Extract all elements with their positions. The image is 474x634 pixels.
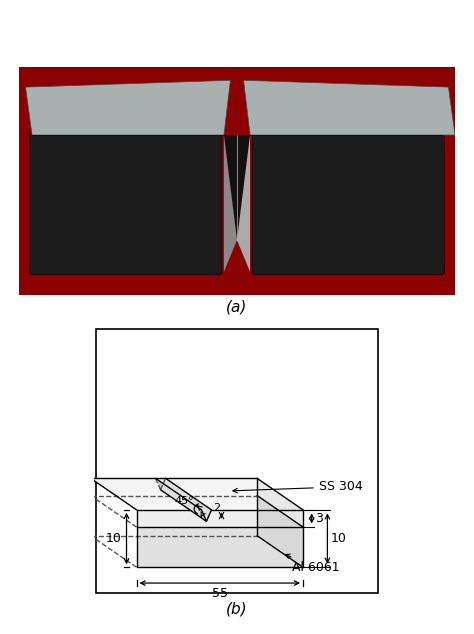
Text: SS 304: SS 304: [233, 481, 363, 493]
Polygon shape: [257, 478, 303, 527]
Polygon shape: [137, 527, 303, 567]
Polygon shape: [244, 81, 455, 135]
Polygon shape: [155, 478, 207, 521]
FancyBboxPatch shape: [252, 133, 444, 275]
Text: 10: 10: [331, 532, 346, 545]
Polygon shape: [224, 135, 237, 272]
Text: (b): (b): [226, 601, 248, 616]
Text: Al 6061: Al 6061: [285, 554, 339, 574]
FancyBboxPatch shape: [30, 133, 222, 275]
Text: 55: 55: [212, 587, 228, 600]
Text: 2: 2: [213, 503, 220, 513]
Text: (a): (a): [226, 300, 248, 315]
Polygon shape: [237, 135, 250, 272]
Polygon shape: [137, 510, 303, 527]
Polygon shape: [161, 478, 211, 521]
Text: 10: 10: [106, 532, 121, 545]
Text: 45°: 45°: [174, 496, 194, 507]
Polygon shape: [91, 478, 303, 510]
Polygon shape: [26, 81, 230, 135]
Text: 3: 3: [315, 512, 323, 525]
Polygon shape: [257, 496, 303, 567]
Polygon shape: [224, 135, 250, 240]
